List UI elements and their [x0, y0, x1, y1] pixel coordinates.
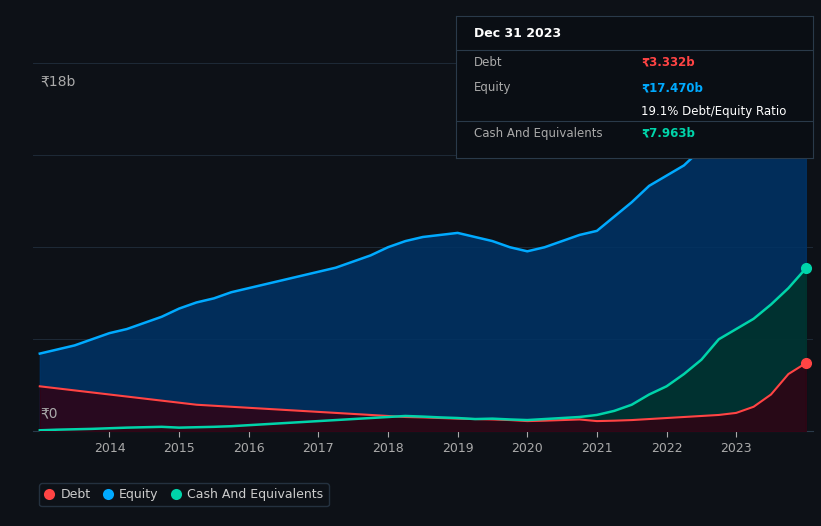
- Text: ₹3.332b: ₹3.332b: [641, 56, 695, 68]
- Text: ₹0: ₹0: [41, 406, 58, 420]
- Text: ₹17.470b: ₹17.470b: [641, 81, 704, 94]
- Text: Debt: Debt: [474, 56, 502, 68]
- Legend: Debt, Equity, Cash And Equivalents: Debt, Equity, Cash And Equivalents: [39, 483, 328, 506]
- Text: Equity: Equity: [474, 81, 511, 94]
- Text: Dec 31 2023: Dec 31 2023: [474, 27, 561, 40]
- Text: ₹18b: ₹18b: [41, 74, 76, 88]
- Text: 19.1% Debt/Equity Ratio: 19.1% Debt/Equity Ratio: [641, 105, 787, 118]
- Text: ₹7.963b: ₹7.963b: [641, 127, 695, 139]
- Text: Cash And Equivalents: Cash And Equivalents: [474, 127, 602, 139]
